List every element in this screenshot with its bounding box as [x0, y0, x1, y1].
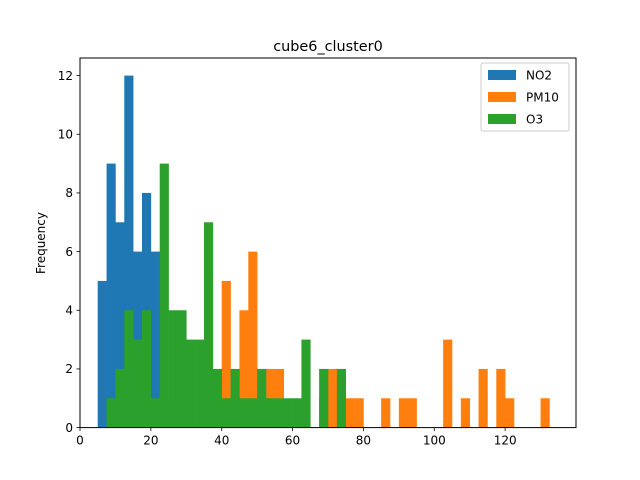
bar-o3-3 [133, 339, 143, 428]
bar-o3-14 [230, 368, 240, 428]
bar-o3-11 [204, 222, 214, 428]
bar-pm10-11 [354, 398, 364, 428]
legend-swatch-pm10 [488, 92, 516, 102]
bar-pm10-16 [460, 398, 471, 428]
bar-pm10-3 [248, 251, 258, 428]
bar-pm10-19 [505, 398, 515, 428]
bar-o3-20 [283, 398, 293, 428]
y-tick-label-3: 6 [65, 245, 73, 259]
legend-swatch-no2 [488, 70, 516, 80]
y-tick-label-2: 4 [65, 304, 73, 318]
x-tick-label-3: 60 [285, 434, 300, 448]
x-tick-label-6: 120 [494, 434, 517, 448]
bar-pm10-0 [221, 280, 231, 428]
bar-pm10-20 [540, 398, 550, 428]
bar-o3-12 [212, 368, 223, 428]
bar-o3-21 [292, 398, 302, 428]
bar-pm10-6 [274, 368, 285, 428]
bar-o3-19 [274, 398, 285, 428]
chart-title: cube6_cluster0 [273, 39, 382, 55]
y-tick-label-5: 10 [58, 128, 73, 142]
bar-o3-2 [124, 310, 134, 428]
bar-pm10-12 [381, 398, 391, 428]
legend-label-pm10: PM10 [526, 91, 559, 105]
bar-pm10-15 [443, 339, 453, 428]
bar-o3-6 [159, 163, 169, 428]
bar-pm10-18 [496, 368, 506, 428]
y-tick-label-1: 2 [65, 362, 73, 376]
bar-no2-2 [115, 222, 125, 428]
x-tick-label-2: 40 [214, 434, 229, 448]
bar-o3-0 [106, 398, 116, 428]
legend-label-o3: O3 [526, 113, 543, 127]
y-tick-label-0: 0 [65, 421, 73, 435]
x-tick-label-4: 80 [356, 434, 371, 448]
bar-o3-22 [301, 339, 311, 428]
bar-o3-16 [248, 398, 258, 428]
bar-o3-17 [257, 368, 267, 428]
y-tick-label-4: 8 [65, 186, 73, 200]
bar-o3-9 [186, 339, 196, 428]
bar-o3-5 [150, 398, 161, 428]
bar-o3-24 [336, 368, 347, 428]
bar-no2-6 [150, 251, 161, 428]
bar-o3-10 [195, 339, 205, 428]
bar-pm10-13 [398, 398, 409, 428]
bar-no2-3 [124, 75, 134, 428]
x-tick-label-1: 20 [143, 434, 158, 448]
bar-o3-13 [221, 398, 231, 428]
legend-label-no2: NO2 [526, 69, 552, 83]
histogram-bars [97, 75, 550, 428]
bar-o3-1 [115, 368, 125, 428]
x-tick-label-0: 0 [76, 434, 84, 448]
bar-o3-4 [142, 310, 152, 428]
bar-pm10-8 [328, 368, 338, 428]
bar-o3-23 [319, 368, 329, 428]
bar-pm10-5 [266, 368, 276, 428]
y-tick-label-6: 12 [58, 69, 73, 83]
y-axis: 0 2 4 6 8 10 12 [58, 69, 80, 435]
bar-pm10-17 [478, 368, 488, 428]
y-axis-label: Frequency [34, 212, 48, 274]
bar-pm10-2 [239, 310, 249, 428]
legend-swatch-o3 [488, 114, 516, 124]
bar-pm10-14 [407, 398, 417, 428]
bar-o3-7 [168, 310, 178, 428]
x-axis: 0 20 40 60 80 100 120 [76, 427, 517, 448]
bar-o3-8 [177, 310, 187, 428]
bar-no2-1 [106, 163, 116, 428]
bar-o3-15 [239, 398, 249, 428]
bar-pm10-10 [345, 398, 355, 428]
plot-frame [79, 57, 577, 429]
x-tick-label-5: 100 [423, 434, 446, 448]
legend: NO2 PM10 O3 [480, 62, 570, 132]
bar-no2-0 [97, 280, 107, 428]
bar-o3-18 [266, 398, 276, 428]
bar-no2-5 [142, 192, 152, 428]
